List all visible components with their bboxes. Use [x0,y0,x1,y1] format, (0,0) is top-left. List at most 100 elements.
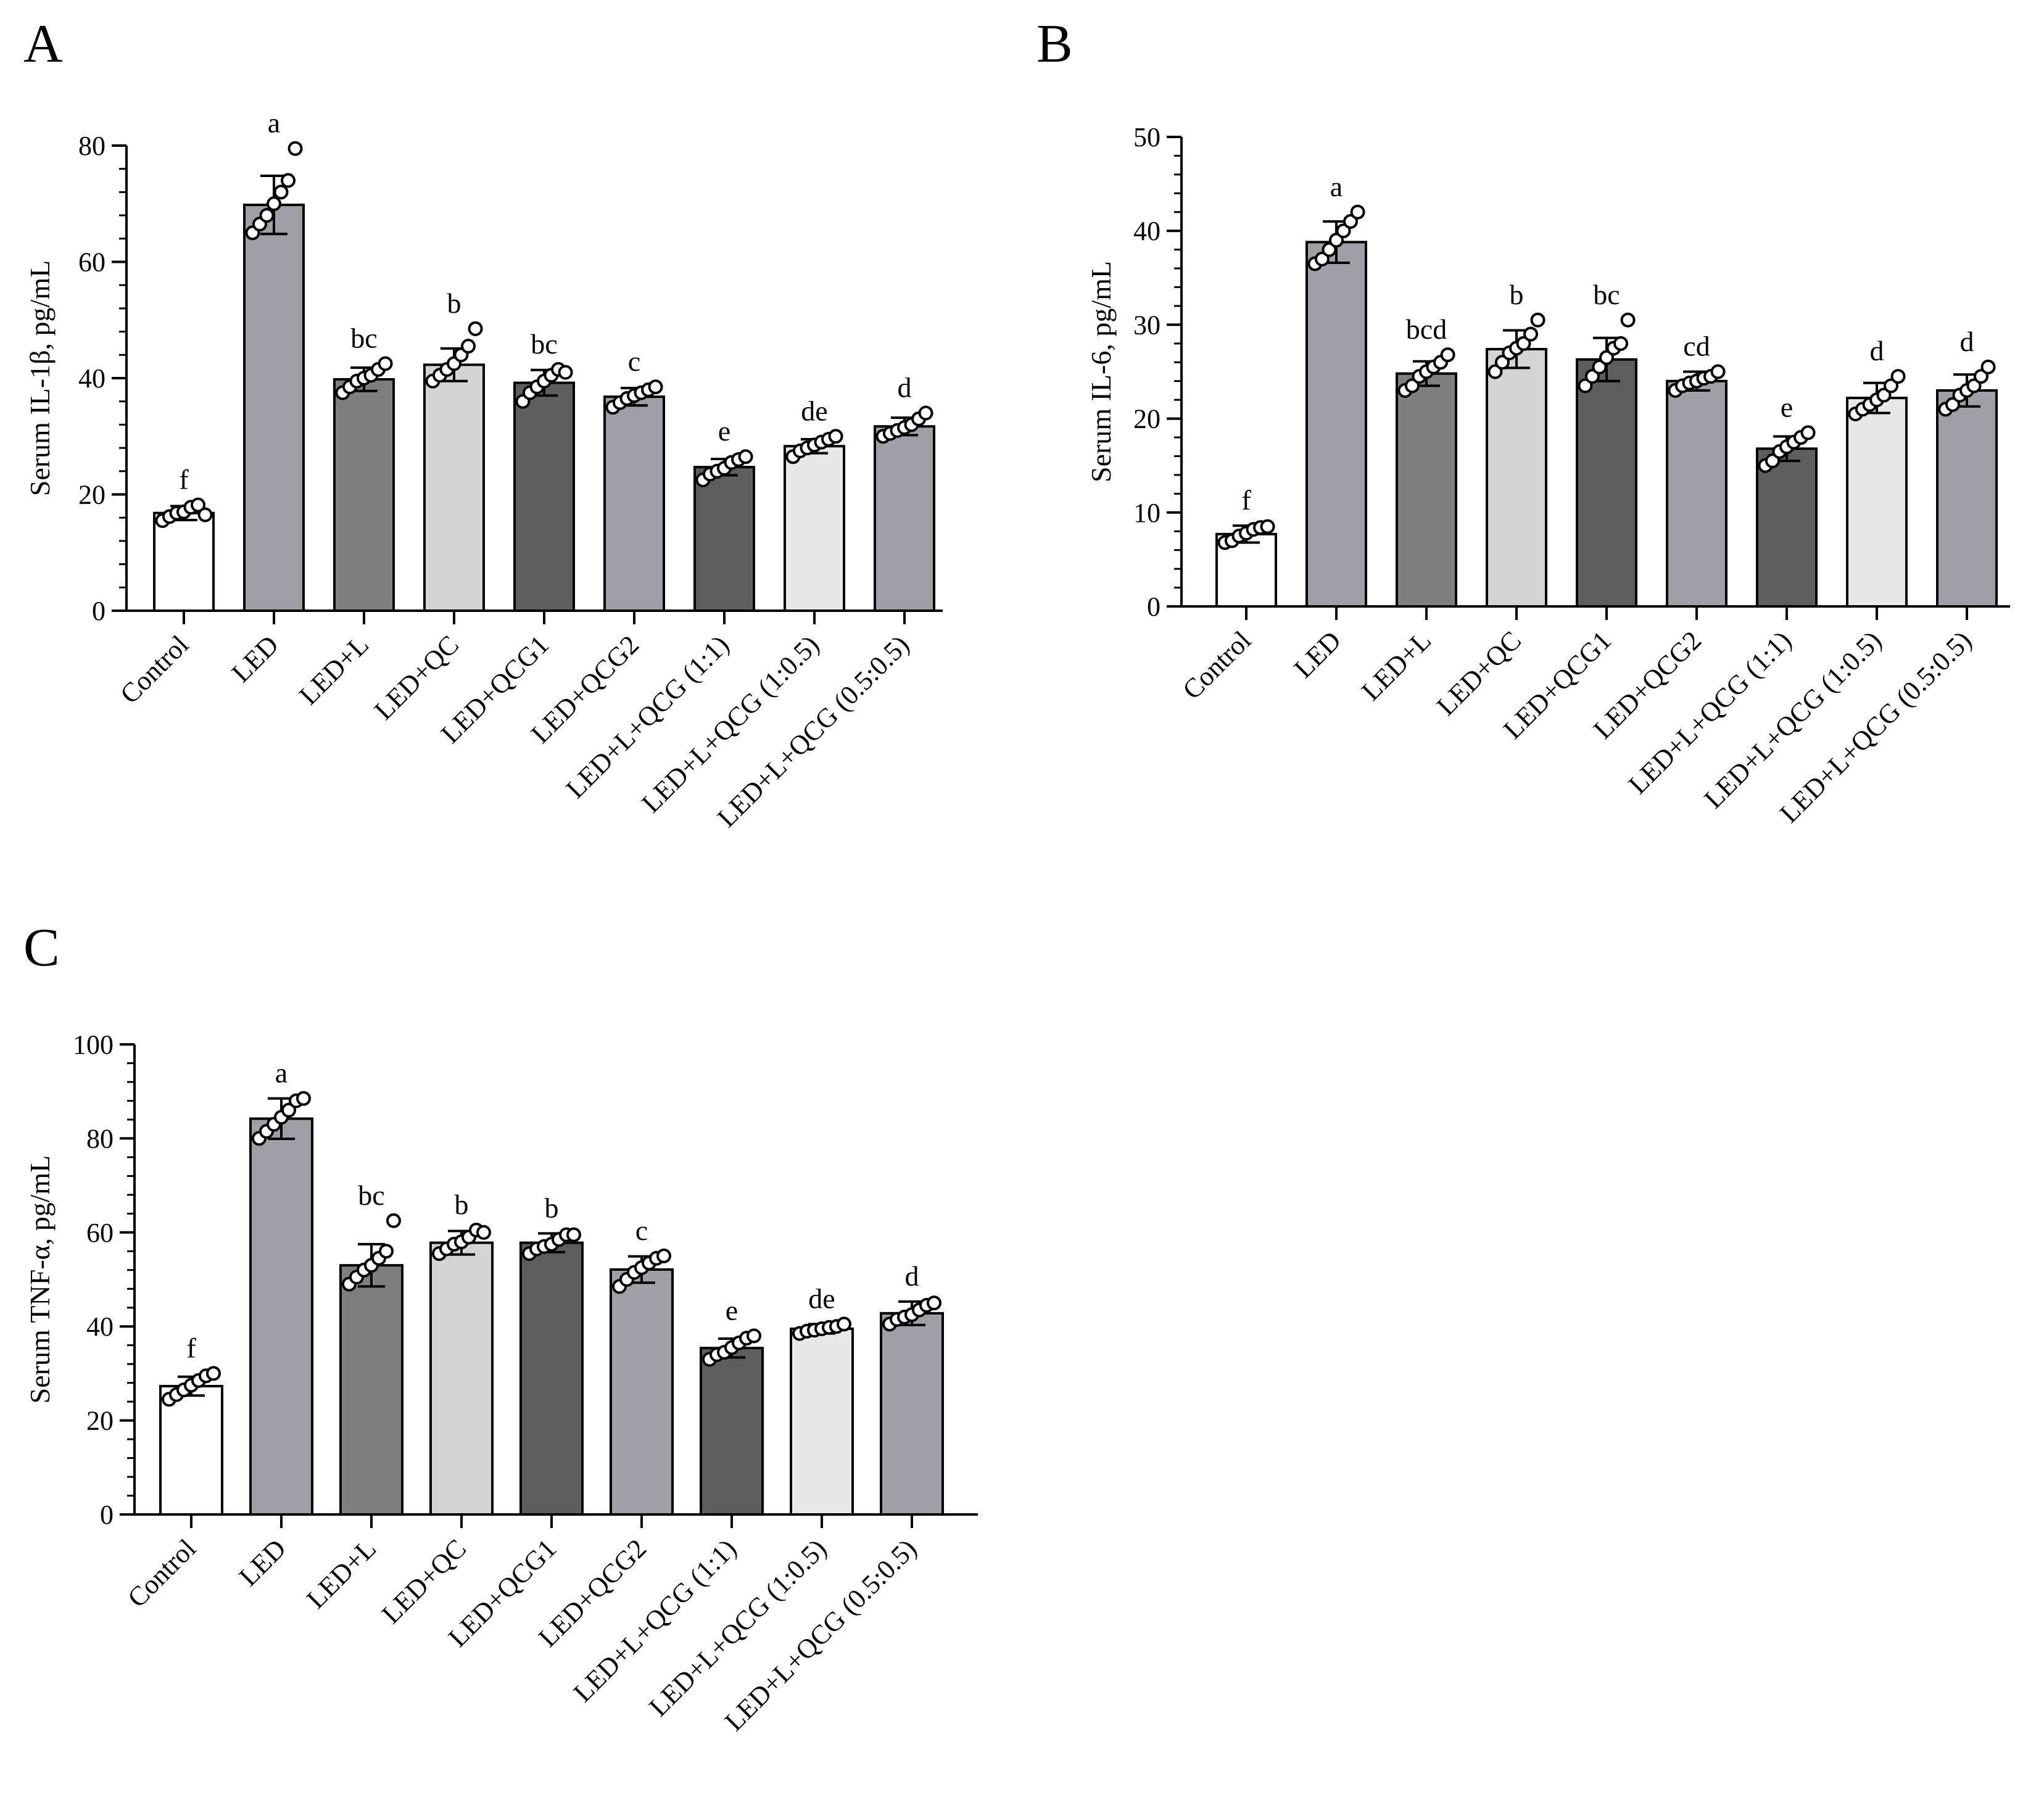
x-category-label: LED+L [293,629,374,711]
y-axis-title: Serum IL-6, pg/mL [1085,261,1117,482]
data-point [1329,233,1344,248]
y-axis-title: Serum IL-1β, pg/mL [24,260,56,496]
bar [1846,397,1908,608]
bar [610,1268,674,1516]
data-point [1343,213,1359,229]
significance-label: f [186,1332,196,1363]
x-category-label: LED+L+QCG (1:1) [568,1533,742,1708]
x-category-label: LED+L+QCG (1:0.5) [643,1533,833,1722]
significance-label: e [1781,391,1793,423]
data-point [1980,359,1996,374]
data-point [1974,369,1989,384]
significance-label: b [545,1192,559,1223]
bar [1486,347,1547,608]
data-point [1800,425,1816,440]
x-category-label: LED [233,1533,292,1592]
y-tick-label: 40 [86,1312,114,1342]
x-category-label: LED [226,629,284,688]
x-category-label: LED+L+QCG (1:0.5) [1699,625,1888,814]
x-category-label: Control [1177,625,1257,705]
y-tick-label: 40 [78,363,106,394]
significance-label: bcd [1406,313,1447,345]
data-point [296,1091,311,1106]
bar [693,466,755,613]
bar [1305,241,1367,608]
significance-label: d [1870,335,1884,366]
significance-label: b [455,1189,469,1220]
data-point [1516,336,1531,351]
data-point [386,1213,401,1228]
data-point [461,339,476,354]
significance-label: f [1241,484,1251,516]
data-point [1945,397,1960,412]
data-point [191,497,206,513]
bar [423,363,485,612]
significance-label: c [628,345,640,377]
bar [1396,372,1457,608]
significance-label: f [179,463,189,495]
data-point [468,321,483,336]
data-point [1530,312,1545,328]
data-point [1584,369,1600,384]
data-point [1314,251,1330,266]
y-tick-label: 30 [1133,310,1161,340]
bar [519,1241,584,1516]
data-point [1966,378,1982,394]
data-point [273,184,289,200]
bar [153,511,215,612]
bar [1576,358,1637,608]
data-point [378,356,393,371]
data-point [1578,378,1593,394]
panel-label-b: B [1036,14,1073,74]
data-point [288,141,303,156]
significance-label: bc [358,1179,384,1211]
x-category-label: Control [122,1533,202,1613]
data-point [1322,242,1337,257]
data-point [281,1102,296,1118]
y-tick-label: 0 [1147,592,1161,622]
bar [249,1117,313,1516]
y-tick-label: 100 [73,1030,114,1060]
data-point [558,365,573,380]
data-point [837,1316,851,1332]
panel-label-a: A [23,14,63,74]
significance-label: d [905,1260,919,1292]
significance-label: bc [350,322,377,353]
data-point [259,208,275,223]
data-point [648,379,663,395]
data-point [918,405,933,421]
data-point [1876,387,1892,403]
y-tick-label: 0 [100,1500,114,1530]
significance-label: a [268,107,280,139]
y-tick-label: 0 [92,596,106,626]
y-tick-label: 80 [78,131,106,161]
x-category-label: LED+QC [376,1533,472,1629]
significance-label: b [1510,279,1524,310]
bar [784,445,845,613]
data-point [281,173,296,188]
y-tick-label: 40 [1133,216,1161,246]
data-point [738,449,753,465]
significance-label: e [718,415,730,447]
y-tick-label: 20 [78,480,106,510]
data-point [379,1244,394,1259]
x-category-label: LED+L+QCG (1:1) [1623,625,1797,799]
data-point [1884,378,1899,394]
data-point [1890,369,1906,384]
data-point [1336,223,1351,239]
x-category-label: LED+L [1355,625,1437,706]
data-point [1494,355,1510,370]
bar [1936,389,1998,608]
chart-panel-b: 0 10 20 30 40 50 Serum IL-6, pg/mL f Control a LED… [1085,122,2010,828]
data-point [206,1366,221,1381]
y-tick-label: 10 [1133,498,1161,528]
chart-panel-a: 0 20 40 60 80 Serum IL-1β, pg/mL f Control a LED b… [24,107,943,833]
x-category-label: LED+L [300,1533,382,1614]
data-point [1523,326,1539,342]
data-point [1350,204,1365,220]
data-point [1620,312,1636,328]
x-category-label: LED+QC [368,629,465,725]
significance-label: e [726,1294,738,1326]
y-axis-title: Serum TNF-α, pg/mL [24,1155,56,1404]
